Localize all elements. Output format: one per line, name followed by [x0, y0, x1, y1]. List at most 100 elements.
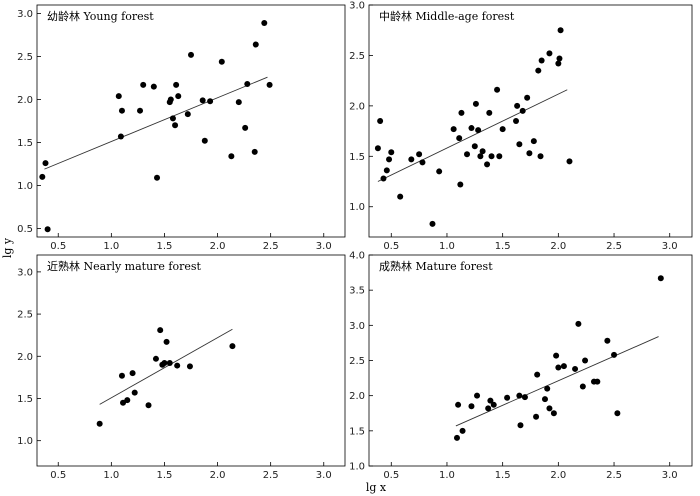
y-tick-label: 3.0 [17, 9, 33, 20]
x-tick-label: 1.5 [156, 241, 172, 252]
data-point [201, 137, 208, 144]
data-point [519, 107, 526, 114]
x-tick-label: 0.5 [383, 470, 399, 481]
data-point [490, 401, 497, 408]
data-point [475, 127, 482, 134]
data-point [118, 107, 125, 114]
data-point [154, 174, 161, 181]
data-point [657, 275, 664, 282]
data-point [566, 158, 573, 165]
data-point [516, 392, 523, 399]
x-tick-label: 3.0 [662, 241, 678, 252]
plot-frame [368, 4, 693, 238]
y-tick-label: 3.5 [349, 286, 365, 297]
data-point [517, 422, 524, 429]
data-point [167, 96, 174, 103]
data-point [604, 337, 611, 344]
data-point [388, 149, 395, 156]
data-point [575, 320, 582, 327]
data-point [386, 156, 393, 163]
y-tick-label: 1.5 [349, 426, 365, 437]
x-tick-label: 0.5 [383, 241, 399, 252]
data-point [537, 153, 544, 160]
data-point [485, 405, 492, 412]
x-tick-label: 2.0 [210, 470, 226, 481]
data-point [419, 159, 426, 166]
x-tick-label: 2.5 [606, 241, 622, 252]
data-point [244, 81, 251, 88]
data-point [163, 338, 170, 345]
x-tick-label: 1.0 [439, 470, 455, 481]
data-point [513, 118, 520, 124]
data-point [471, 143, 478, 150]
data-point [535, 67, 542, 74]
y-tick-label: 2.5 [17, 310, 33, 321]
panel-title: 幼龄林 Young forest [47, 9, 154, 23]
data-point [530, 138, 537, 145]
y-tick-label: 3.0 [349, 1, 365, 12]
x-tick-label: 2.5 [606, 470, 622, 481]
y-tick-label: 2.5 [349, 51, 365, 62]
data-point [117, 133, 124, 140]
y-tick-label: 3.0 [17, 267, 33, 278]
data-point [514, 102, 521, 109]
data-point [380, 175, 387, 182]
plot-frame [36, 254, 346, 467]
data-point [572, 365, 579, 372]
data-point [459, 427, 466, 434]
x-tick-label: 3.0 [316, 241, 332, 252]
x-tick-label: 2.0 [550, 470, 566, 481]
data-point [614, 410, 621, 417]
data-point [129, 370, 136, 377]
data-point [557, 27, 564, 34]
panel-young-forest: 0.5 1.0 1.5 2.0 2.5 3.0 0.5 1.0 1.5 2.0 2.5 3.0 幼龄林 … [17, 4, 346, 252]
y-tick-label: 2.5 [17, 52, 33, 63]
y-tick-label: 1.0 [349, 462, 365, 473]
data-point [504, 394, 511, 401]
data-point [594, 378, 601, 385]
data-point [556, 55, 563, 62]
data-point [464, 151, 471, 158]
data-point [44, 226, 51, 233]
x-tick-label: 2.0 [550, 241, 566, 252]
data-point [408, 156, 415, 163]
y-tick-label: 2.0 [349, 101, 365, 112]
data-point [137, 107, 144, 114]
data-point [516, 141, 523, 148]
y-tick-label: 2.5 [349, 356, 365, 367]
data-point [229, 343, 236, 350]
data-point [172, 122, 179, 129]
data-point [115, 93, 122, 100]
data-point [436, 168, 443, 175]
data-point [131, 389, 138, 396]
data-point [174, 362, 181, 369]
data-point [261, 20, 268, 27]
data-point [477, 153, 484, 160]
panel-title: 中龄林 Middle-age forest [379, 9, 515, 23]
data-point [555, 60, 562, 67]
data-point [455, 401, 462, 408]
data-point [169, 115, 176, 122]
data-point [533, 413, 540, 420]
data-point [456, 135, 463, 142]
data-point [184, 111, 191, 118]
data-point [166, 360, 173, 367]
data-point [479, 148, 486, 155]
data-point [186, 363, 193, 370]
y-tick-label: 4.0 [349, 251, 365, 262]
y-tick-label: 2.0 [17, 95, 33, 106]
data-point [42, 160, 49, 167]
data-point [524, 94, 531, 101]
data-point [579, 383, 586, 390]
panel-title: 成熟林 Mature forest [379, 259, 493, 273]
data-point [397, 193, 404, 200]
data-point [39, 173, 46, 180]
y-tick-label: 2.0 [349, 391, 365, 402]
data-point [468, 125, 475, 132]
data-point [207, 98, 214, 105]
data-point [468, 403, 475, 410]
x-tick-label: 1.5 [495, 470, 511, 481]
data-point [188, 51, 194, 58]
x-tick-label: 3.0 [662, 470, 678, 481]
